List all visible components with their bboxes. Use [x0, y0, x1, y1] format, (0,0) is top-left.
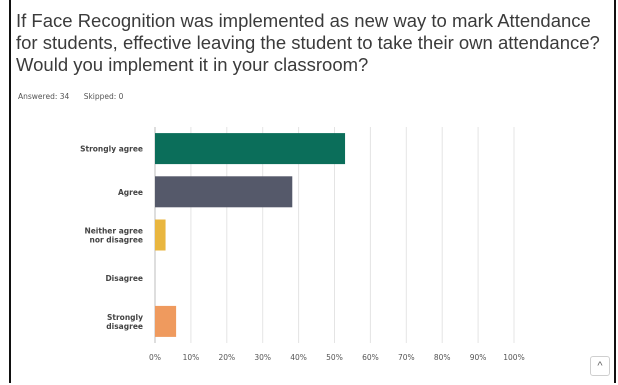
- question-title: If Face Recognition was implemented as n…: [16, 10, 600, 75]
- x-tick-label: 60%: [362, 353, 379, 362]
- response-stats: Answered: 34 Skipped: 0: [18, 92, 135, 101]
- x-tick-label: 10%: [183, 353, 200, 362]
- bar[interactable]: [155, 176, 293, 208]
- x-tick-label: 80%: [434, 353, 451, 362]
- x-tick-label: 30%: [254, 353, 271, 362]
- chevron-up-icon: ^: [597, 360, 603, 372]
- category-label: Strongly: [107, 313, 143, 322]
- bar[interactable]: [155, 133, 346, 165]
- x-tick-label: 40%: [290, 353, 307, 362]
- category-label: Disagree: [105, 274, 143, 283]
- x-tick-label: 0%: [149, 353, 161, 362]
- x-tick-label: 70%: [398, 353, 415, 362]
- category-label: nor disagree: [89, 236, 143, 245]
- bars: [155, 133, 346, 337]
- x-tick-label: 50%: [326, 353, 343, 362]
- category-label: Agree: [118, 188, 143, 197]
- answered-count: Answered: 34: [18, 92, 70, 101]
- category-label: Strongly agree: [80, 145, 143, 154]
- x-tick-label: 90%: [470, 353, 487, 362]
- bar[interactable]: [155, 219, 166, 251]
- category-label: Neither agree: [84, 227, 143, 236]
- bar[interactable]: [155, 305, 177, 337]
- x-tick-labels: 0% 10% 20% 30% 40% 50% 60% 70% 80% 90% 100%: [149, 353, 525, 362]
- x-tick-label: 20%: [218, 353, 235, 362]
- skipped-count: Skipped: 0: [83, 92, 124, 101]
- scroll-to-top-button[interactable]: ^: [590, 356, 610, 376]
- category-label: disagree: [106, 322, 143, 331]
- survey-panel: [9, 0, 616, 383]
- x-tick-label: 100%: [503, 353, 524, 362]
